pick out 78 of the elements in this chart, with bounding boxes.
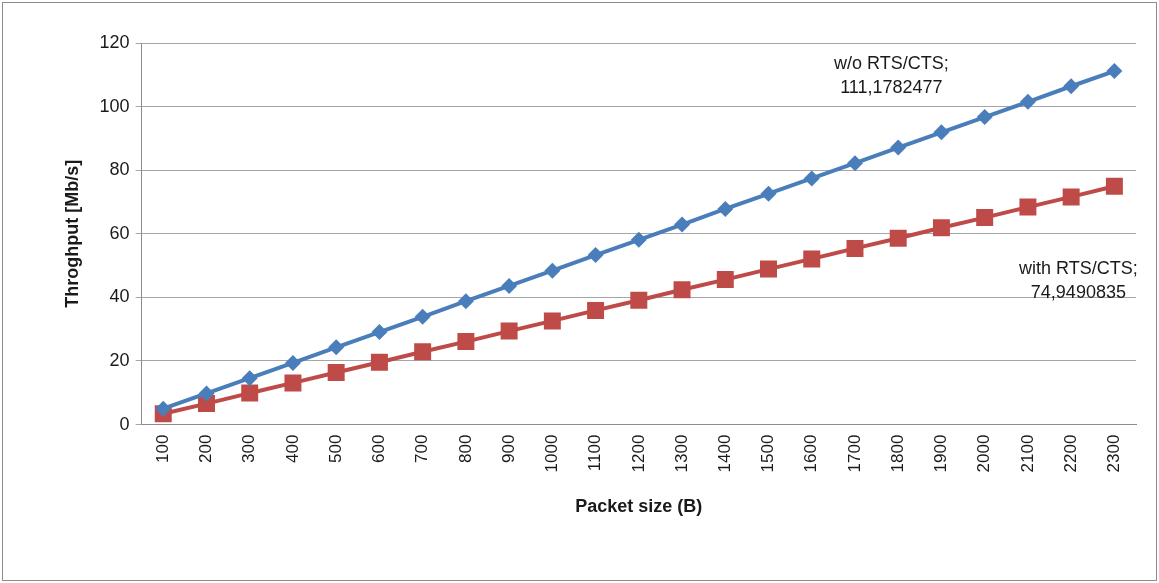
point	[241, 384, 259, 402]
point	[803, 170, 820, 187]
y-tick-label: 80	[109, 159, 130, 180]
point	[803, 250, 821, 268]
point	[630, 291, 648, 309]
x-tick-label: 1800	[887, 434, 907, 473]
point	[889, 229, 907, 247]
point	[1063, 78, 1080, 95]
x-tick-label: 100	[152, 434, 172, 463]
point	[716, 271, 734, 289]
x-tick-label: 200	[196, 434, 216, 463]
point	[284, 354, 301, 371]
point	[500, 322, 518, 340]
point	[846, 239, 864, 257]
x-tick-label: 600	[369, 434, 389, 463]
x-tick-label: 800	[455, 434, 475, 463]
point	[976, 209, 994, 227]
point	[155, 400, 172, 417]
y-tick-label: 100	[99, 95, 130, 116]
y-tick-label: 60	[109, 222, 130, 243]
point	[630, 231, 647, 248]
y-tick-label: 120	[99, 31, 130, 52]
point	[760, 260, 777, 278]
x-tick-label: 900	[498, 434, 518, 463]
point	[673, 281, 691, 299]
x-tick-label: 1600	[801, 434, 821, 473]
point	[933, 124, 950, 141]
point	[241, 370, 258, 387]
x-tick-label: 2000	[974, 434, 994, 473]
x-tick-label: 300	[239, 434, 259, 463]
y-axis-title: Throghput [Mb/s]	[61, 159, 82, 308]
x-tick-label: 1000	[542, 434, 562, 473]
point	[198, 385, 215, 402]
point	[1105, 177, 1123, 195]
point	[1019, 198, 1037, 216]
point	[717, 200, 734, 217]
point	[501, 277, 518, 294]
y-tick-label: 20	[109, 349, 130, 370]
x-tick-label: 500	[325, 434, 345, 463]
x-tick-label: 1300	[671, 434, 691, 473]
point	[1062, 188, 1080, 206]
x-tick-label: 2300	[1104, 434, 1124, 473]
point	[457, 333, 475, 351]
point	[328, 339, 345, 356]
point	[544, 262, 561, 279]
y-tick-label: 0	[119, 413, 130, 434]
point	[587, 247, 604, 264]
x-tick-label: 1700	[844, 434, 864, 473]
point	[976, 109, 993, 126]
x-tick-label: 1200	[628, 434, 648, 473]
x-tick-label: 700	[412, 434, 432, 463]
x-tick-label: 2100	[1017, 434, 1037, 473]
x-axis-title: Packet size (B)	[575, 496, 703, 517]
x-tick-label: 1400	[714, 434, 734, 473]
point	[932, 219, 950, 237]
x-tick-label: 1100	[585, 434, 605, 472]
x-tick-label: 400	[282, 434, 302, 463]
point	[543, 312, 561, 330]
point	[890, 139, 907, 156]
x-tick-label: 1500	[758, 434, 778, 473]
point	[674, 216, 691, 233]
point	[846, 155, 863, 172]
point	[760, 185, 777, 202]
y-tick-label: 40	[109, 286, 130, 307]
point	[370, 353, 388, 371]
point	[284, 374, 302, 392]
point	[414, 343, 432, 361]
point	[457, 293, 474, 310]
x-tick-label: 2200	[1060, 434, 1080, 473]
x-tick-label: 1900	[931, 434, 951, 473]
point	[587, 301, 605, 319]
point	[1019, 93, 1036, 110]
annotation: w/o RTS/CTS; 111,1782477	[833, 53, 949, 98]
point	[327, 363, 345, 381]
point	[371, 324, 388, 341]
annotation: with RTS/CTS; 74,9490835	[1018, 258, 1138, 303]
point	[1106, 63, 1123, 80]
point	[414, 308, 431, 325]
